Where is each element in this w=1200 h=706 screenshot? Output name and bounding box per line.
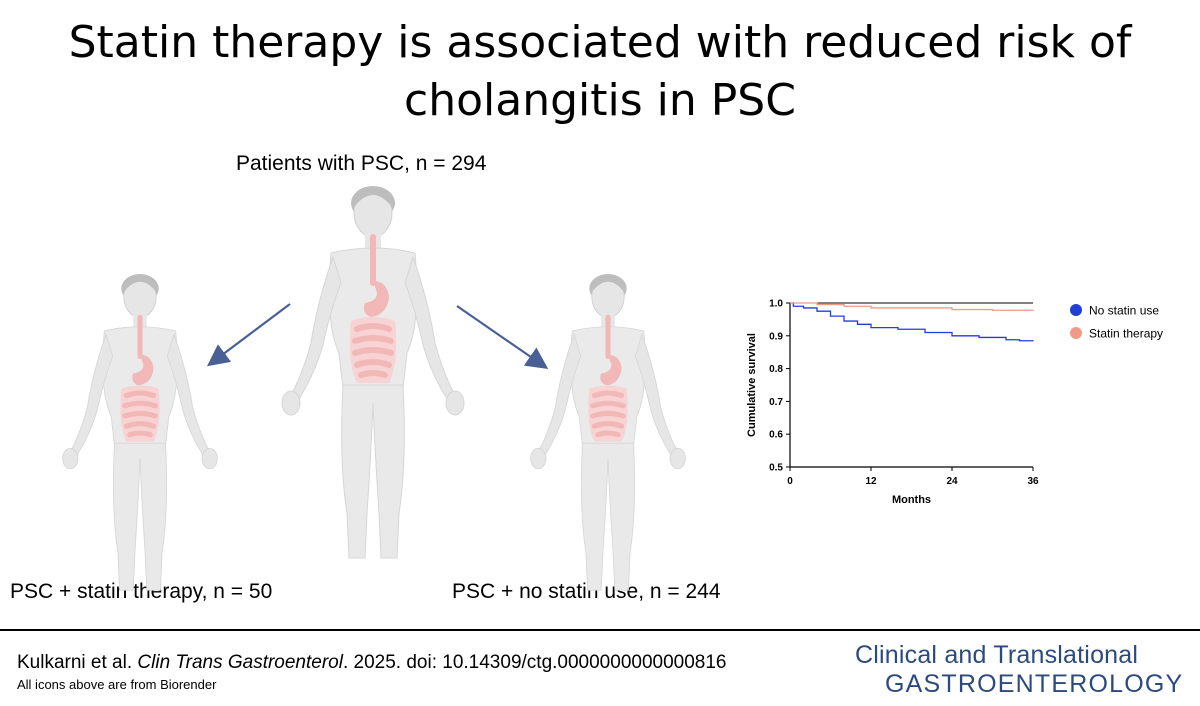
- y-tick-label: 0.8: [769, 364, 783, 375]
- legend-label: Statin therapy: [1089, 327, 1163, 341]
- statin-group-label: PSC + statin therapy, n = 50: [10, 580, 273, 603]
- journal-logo: Clinical and Translational GASTROENTEROL…: [855, 641, 1183, 699]
- title-line-2: cholangitis in PSC: [404, 75, 796, 126]
- title-line-1: Statin therapy is associated with reduce…: [68, 17, 1132, 68]
- legend-marker: [1070, 327, 1082, 339]
- legend-label: No statin use: [1089, 304, 1159, 318]
- arrow-to-no-statin-icon: [456, 305, 549, 370]
- y-tick-label: 1.0: [769, 299, 783, 310]
- legend-marker: [1070, 304, 1082, 316]
- y-axis-label: Cumulative survival: [746, 333, 758, 437]
- person-no-statin-icon: [531, 274, 686, 590]
- citation-authors: Kulkarni et al.: [17, 652, 133, 673]
- x-tick-label: 0: [787, 476, 793, 487]
- series-line-no-statin-use: [790, 302, 1034, 342]
- icon-credit: All icons above are from Biorender: [17, 677, 217, 692]
- arrow-to-statin-icon: [206, 303, 291, 367]
- no-statin-group-label: PSC + no statin use, n = 244: [452, 580, 721, 603]
- x-tick-label: 24: [946, 476, 958, 487]
- y-tick-label: 0.9: [769, 331, 783, 342]
- journal-name-line-1: Clinical and Translational: [855, 641, 1139, 669]
- x-tick-label: 36: [1027, 476, 1039, 487]
- citation-journal: Clin Trans Gastroenterol: [137, 652, 343, 673]
- series-line-statin-therapy: [790, 302, 1034, 311]
- page-title: Statin therapy is associated with reduce…: [0, 14, 1200, 130]
- citation-rest: . 2025. doi: 10.14309/ctg.00000000000008…: [342, 652, 727, 673]
- x-tick-label: 12: [865, 476, 877, 487]
- y-tick-label: 0.7: [769, 397, 783, 408]
- person-total-icon: [282, 186, 464, 558]
- footer-divider: [0, 629, 1200, 631]
- y-tick-label: 0.5: [769, 463, 783, 474]
- y-tick-label: 0.6: [769, 430, 783, 441]
- total-cohort-label: Patients with PSC, n = 294: [236, 152, 487, 175]
- person-statin-icon: [63, 274, 218, 590]
- survival-chart: 0 12 24 36 0.5 0.6 0.7 0.8 0.9 1.0 Months Cumulativ…: [746, 299, 1163, 507]
- x-axis-label: Months: [892, 494, 931, 506]
- citation: Kulkarni et al. Clin Trans Gastroenterol…: [17, 652, 727, 674]
- journal-name-line-2: GASTROENTEROLOGY: [885, 670, 1184, 698]
